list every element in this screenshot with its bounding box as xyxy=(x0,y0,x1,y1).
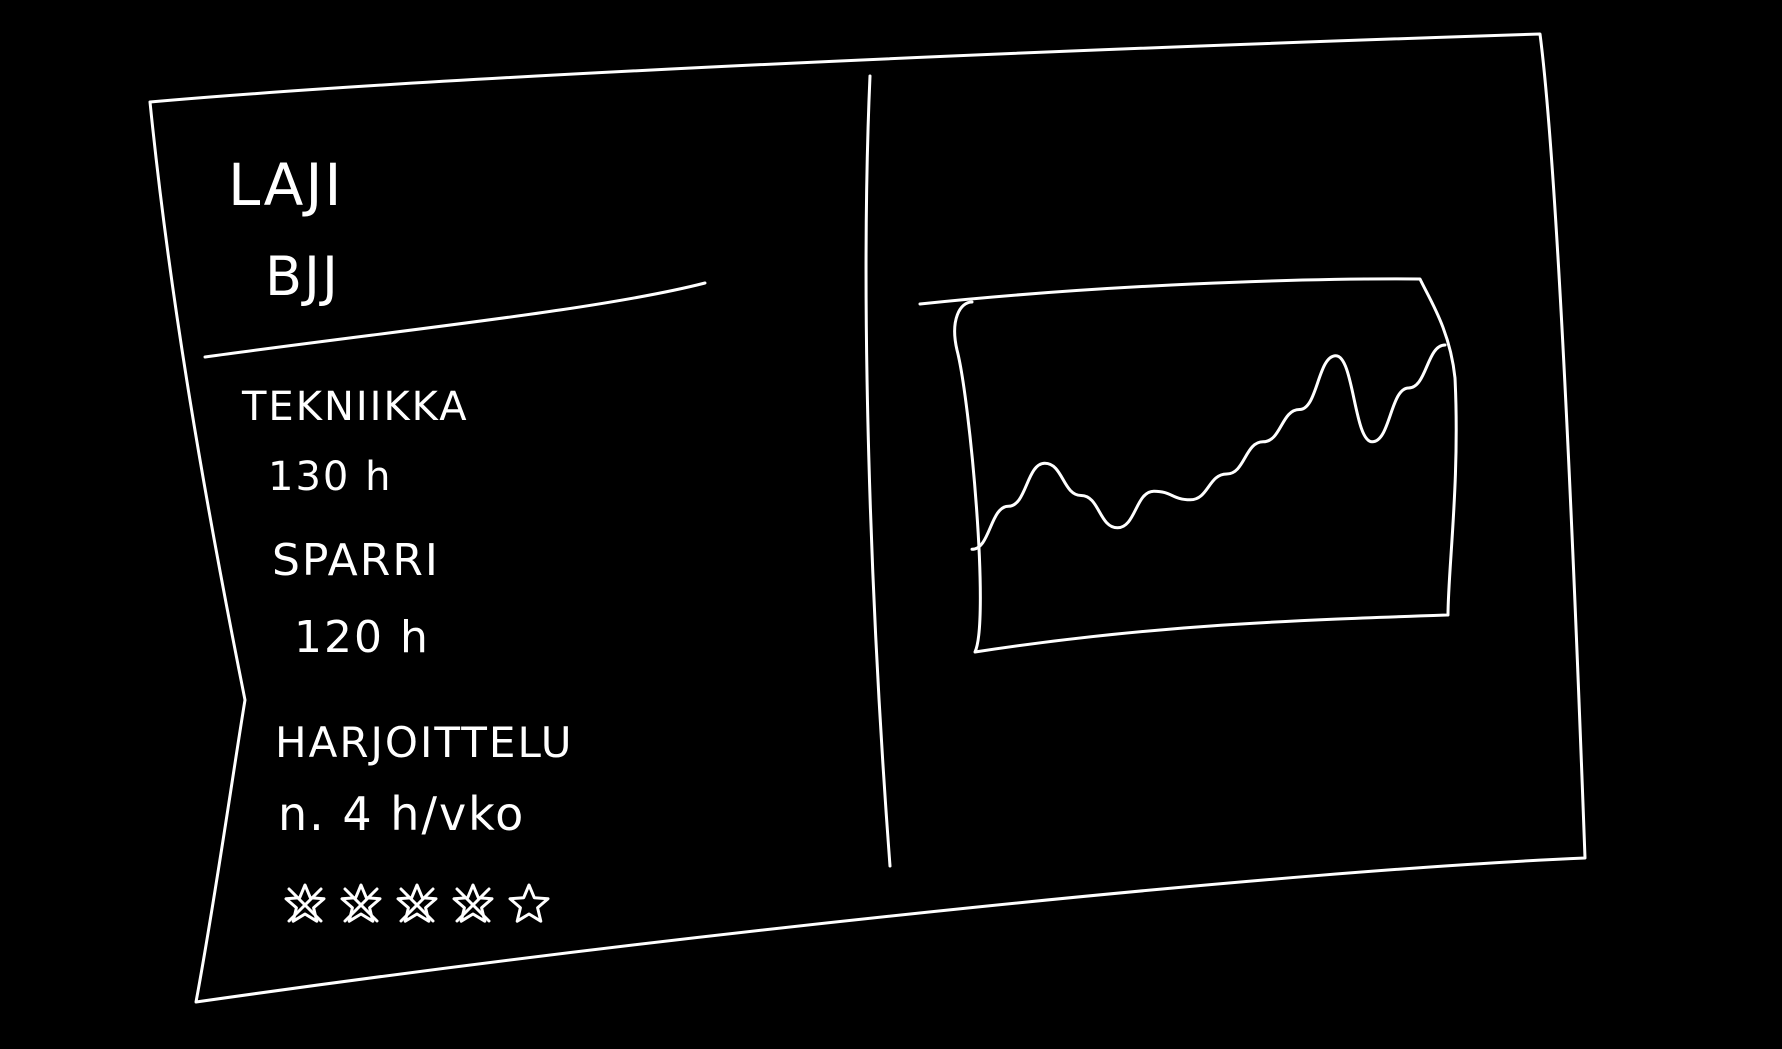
section-separator xyxy=(203,281,707,359)
sport-heading: LAJI xyxy=(228,151,344,219)
star-filled-icon xyxy=(284,883,326,923)
sparring-value: 120 h xyxy=(294,612,430,663)
sparring-heading: SPARRI xyxy=(272,535,440,586)
column-divider xyxy=(864,74,892,868)
chart-series-line xyxy=(970,343,1447,551)
star-cross-mark xyxy=(399,887,435,923)
star-empty-icon xyxy=(508,883,550,923)
star-cross-mark xyxy=(287,887,323,923)
star-filled-icon xyxy=(396,883,438,923)
chart-frame xyxy=(918,277,1458,654)
star-filled-icon xyxy=(452,883,494,923)
training-value: n. 4 h/vko xyxy=(278,787,525,841)
outer-frame xyxy=(148,32,1587,1004)
star-cross-mark xyxy=(343,887,379,923)
sport-value: BJJ xyxy=(265,245,340,308)
star-cross-mark xyxy=(455,887,491,923)
rating-stars xyxy=(284,883,550,923)
training-heading: HARJOITTELU xyxy=(275,718,574,767)
technique-value: 130 h xyxy=(268,454,392,500)
star-filled-icon xyxy=(340,883,382,923)
technique-heading: TEKNIIKKA xyxy=(241,384,469,430)
line-chart xyxy=(918,277,1458,654)
